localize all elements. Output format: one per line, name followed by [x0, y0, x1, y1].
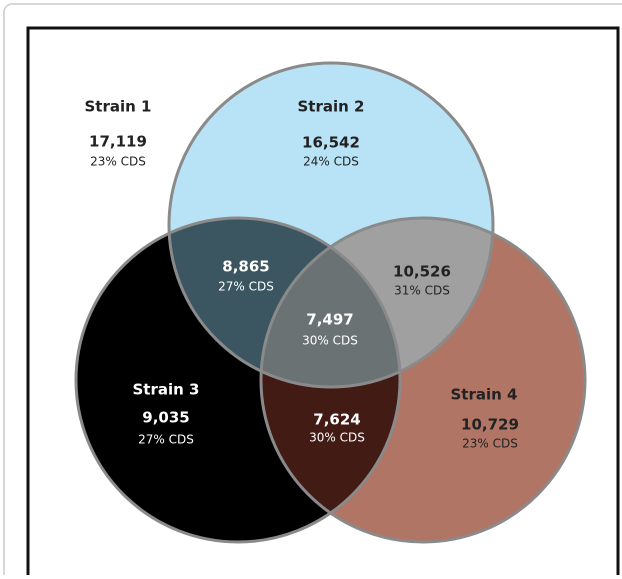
- count: 17,119: [89, 133, 147, 151]
- strain3-outline: [74, 216, 402, 544]
- count: 10,526: [393, 263, 451, 281]
- cds: 30% CDS: [302, 334, 358, 348]
- strain4-outline: [259, 216, 587, 544]
- overlap-all: [261, 218, 400, 387]
- label: Strain 3: [133, 381, 200, 399]
- cds: 27% CDS: [218, 280, 274, 294]
- count: 16,542: [302, 134, 360, 152]
- count: 7,497: [306, 311, 353, 329]
- count: 7,624: [313, 411, 360, 429]
- count: 10,729: [461, 416, 519, 434]
- label: Strain 4: [451, 386, 518, 404]
- cds: 31% CDS: [394, 284, 450, 298]
- cds: 23% CDS: [90, 155, 146, 169]
- label: Strain 1: [85, 98, 152, 116]
- outer-frame: [3, 3, 622, 579]
- count: 8,865: [222, 258, 269, 276]
- count: 9,035: [142, 409, 189, 427]
- strain2-outline: [167, 61, 495, 389]
- label: Strain 2: [298, 98, 365, 116]
- cds: 30% CDS: [309, 431, 365, 445]
- cds: 27% CDS: [138, 433, 194, 447]
- cds: 24% CDS: [303, 155, 359, 169]
- cds: 23% CDS: [462, 437, 518, 451]
